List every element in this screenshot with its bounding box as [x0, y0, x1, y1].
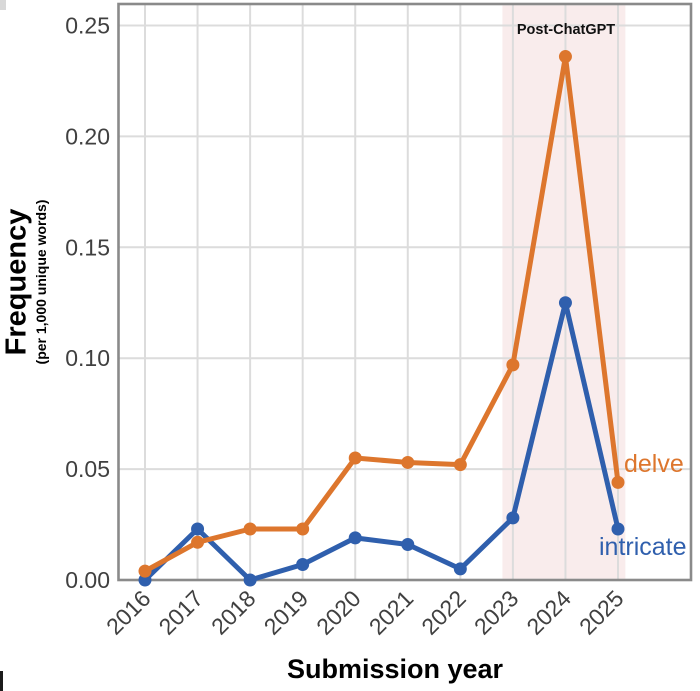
x-tick-label: 2023 [469, 585, 524, 640]
delve-point [401, 455, 415, 469]
intricate-point [611, 522, 625, 536]
x-tick-label: 2024 [521, 585, 576, 640]
delve-point [558, 50, 572, 64]
intricate-line [142, 300, 621, 583]
delve-point [138, 564, 152, 578]
y-axis-subtitle: (per 1,000 unique words) [33, 199, 49, 365]
intricate-point [558, 296, 572, 310]
y-tick-label: 0.10 [65, 345, 110, 371]
intricate-point [401, 538, 415, 552]
scan-artifact [0, 671, 3, 691]
intricate-point [296, 557, 310, 571]
y-tick-label: 0.05 [65, 456, 110, 482]
plot-frame [117, 2, 693, 582]
delve-point [453, 458, 467, 472]
scan-artifact-top [0, 0, 6, 10]
x-tick-label: 2019 [259, 585, 314, 640]
intricate-point [191, 522, 205, 536]
x-tick-label: 2016 [101, 585, 156, 640]
delve-point [243, 522, 257, 536]
delve-line [142, 54, 621, 574]
delve-point [348, 451, 362, 465]
y-tick-label: 0.20 [65, 123, 110, 149]
series-label-delve: delve [624, 450, 684, 478]
x-tick-label: 2018 [206, 585, 261, 640]
x-axis-title: Submission year [286, 654, 504, 684]
y-tick-label: 0.15 [65, 234, 110, 260]
delve-point [506, 358, 520, 372]
x-tick-label: 2020 [311, 585, 366, 640]
y-tick-label: 0.25 [65, 13, 110, 39]
intricate-point [506, 511, 520, 525]
delve-point [191, 535, 205, 549]
x-tick-label: 2021 [364, 585, 419, 640]
y-tick-label: 0.00 [65, 567, 110, 593]
x-tick-label: 2025 [574, 585, 629, 640]
delve-point [611, 475, 625, 489]
post-chatgpt-annotation: Post-ChatGPT [516, 22, 616, 38]
intricate-point [348, 531, 362, 545]
delve-point [296, 522, 310, 536]
series-label-intricate: intricate [599, 533, 687, 561]
intricate-point [243, 573, 257, 587]
x-tick-label: 2022 [416, 585, 471, 640]
intricate-point [453, 562, 467, 576]
x-tick-label: 2017 [154, 585, 209, 640]
y-axis-title: Frequency [0, 208, 33, 356]
